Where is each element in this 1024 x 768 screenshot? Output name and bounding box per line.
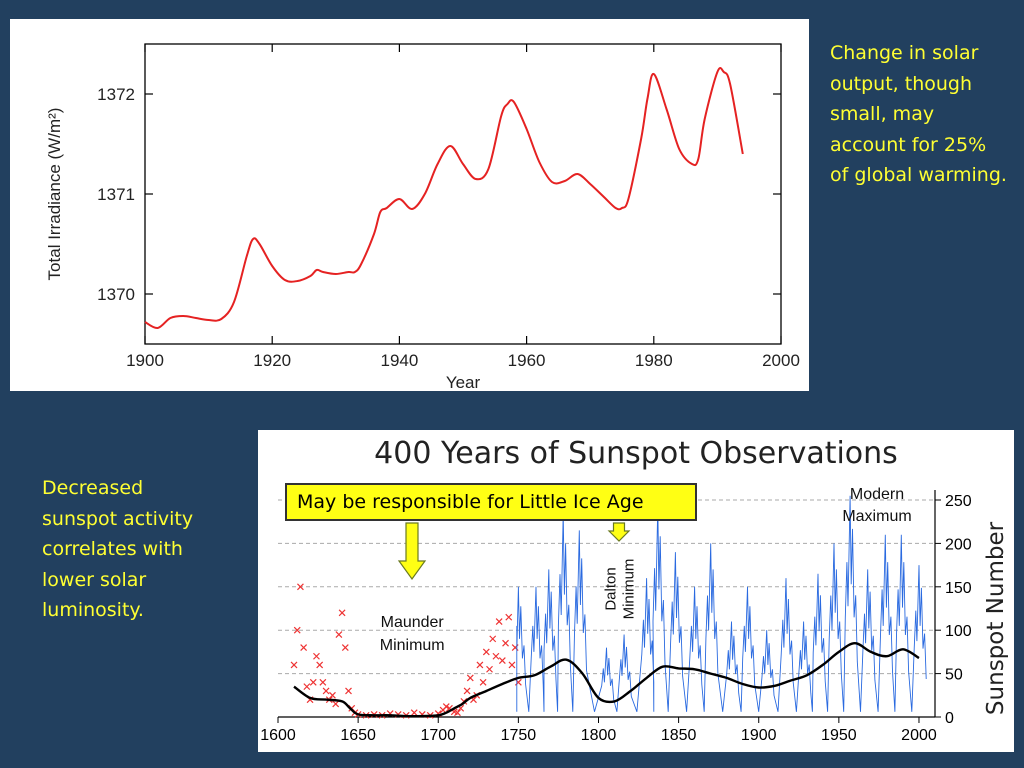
sunspot-early-point <box>505 613 513 621</box>
dalton-label-1: Dalton <box>603 567 620 610</box>
x-tick-label: 1750 <box>501 727 537 744</box>
sunspot-early-point <box>495 618 503 625</box>
sunspot-monthly-line <box>516 495 927 712</box>
x-tick-label: 1850 <box>661 727 697 744</box>
sunspot-early-point <box>466 674 474 682</box>
x-tick-label: 1600 <box>260 727 296 744</box>
x-tick-label: 2000 <box>901 727 937 744</box>
y-axis-label: Total Irradiance (W/m²) <box>45 108 64 281</box>
y-tick-label: 100 <box>945 623 972 640</box>
sunspot-early-point <box>508 661 516 669</box>
sunspot-early-point <box>293 626 301 634</box>
x-tick-label: 1950 <box>821 727 857 744</box>
chart-title: 400 Years of Sunspot Observations <box>374 436 898 471</box>
sunspot-early-point <box>482 648 490 656</box>
sunspot-early-point <box>332 700 340 708</box>
sunspot-early-point <box>300 644 308 651</box>
sunspot-early-point <box>313 652 320 660</box>
x-tick-label: 2000 <box>762 351 800 370</box>
sunspot-early-point <box>290 661 298 669</box>
modern-label-1: Modern <box>850 486 904 503</box>
sunspot-early-point <box>492 652 500 660</box>
irradiance-chart: 1900 1920 1940 1960 1980 2000 1370 1371 1372 Year… <box>45 43 800 391</box>
x-tick-label: 1980 <box>635 351 673 370</box>
sunspot-early-point <box>309 678 317 686</box>
sunspot-early-point <box>338 609 346 617</box>
sunspot-early-point <box>316 661 324 669</box>
y-tick-label: 50 <box>945 667 963 684</box>
irradiance-chart-panel: 1900 1920 1940 1960 1980 2000 1370 1371 1372 Year… <box>10 19 809 391</box>
y-tick-label: 1370 <box>97 285 135 304</box>
y-tick-label: 0 <box>945 710 954 727</box>
sunspot-early-point <box>502 639 509 647</box>
sunspot-early-point <box>410 709 418 717</box>
sunspot-early-point <box>335 631 343 638</box>
sunspot-early-point <box>454 709 461 717</box>
sunspot-early-point <box>486 665 493 673</box>
y-tick-label: 1372 <box>97 85 135 104</box>
maunder-label-2: Minimum <box>380 637 445 654</box>
y-axis-label: Sunspot Number <box>983 521 1009 715</box>
y-tick-label: 1371 <box>97 185 135 204</box>
sunspot-early-point <box>297 583 304 591</box>
sunspot-early-point <box>322 687 330 695</box>
y-tick-label: 250 <box>945 493 972 510</box>
y-tick-label: 150 <box>945 580 972 597</box>
sunspot-chart: 400 Years of Sunspot Observations 0 50 100 1… <box>260 436 1009 744</box>
dalton-arrow <box>607 522 631 542</box>
x-tick-label: 1900 <box>741 727 777 744</box>
maunder-label-1: Maunder <box>381 614 445 631</box>
sunspot-early-point <box>498 657 506 665</box>
x-tick-label: 1800 <box>581 727 617 744</box>
sunspot-early-point <box>463 687 471 695</box>
sunspot-early-point <box>476 661 484 669</box>
sunspot-early-point <box>514 678 522 686</box>
x-tick-label: 1960 <box>508 351 546 370</box>
x-tick-label: 1650 <box>340 727 376 744</box>
sunspot-early-point <box>489 635 497 643</box>
irradiance-line <box>144 67 744 330</box>
sunspot-chart-panel: 400 Years of Sunspot Observations 0 50 100 1… <box>258 430 1014 752</box>
sunspot-early-point <box>303 683 311 691</box>
x-tick-label: 1920 <box>253 351 291 370</box>
sunspot-early-point <box>442 703 450 711</box>
little-ice-age-callout: May be responsible for Little Ice Age <box>285 483 697 521</box>
x-tick-label: 1900 <box>126 351 164 370</box>
sunspot-early-point <box>479 678 487 686</box>
sunspot-early-point <box>345 687 352 695</box>
y-tick-label: 200 <box>945 536 972 553</box>
sunspot-early-point <box>329 691 336 699</box>
x-tick-label: 1700 <box>420 727 456 744</box>
solar-output-note: Change in solar output, though small, ma… <box>830 42 1007 186</box>
dalton-label-2: Minimum <box>621 559 638 620</box>
sunspot-early-point <box>341 644 349 651</box>
x-axis-label: Year <box>446 373 481 391</box>
modern-label-2: Maximum <box>842 508 911 525</box>
plot-frame <box>144 43 782 345</box>
sunspot-early-point <box>319 678 327 686</box>
sunspot-note: Decreased sunspot activity correlates wi… <box>42 477 194 621</box>
x-tick-label: 1940 <box>380 351 418 370</box>
maunder-arrow <box>397 522 427 581</box>
sunspot-smoothed-line <box>293 641 920 718</box>
